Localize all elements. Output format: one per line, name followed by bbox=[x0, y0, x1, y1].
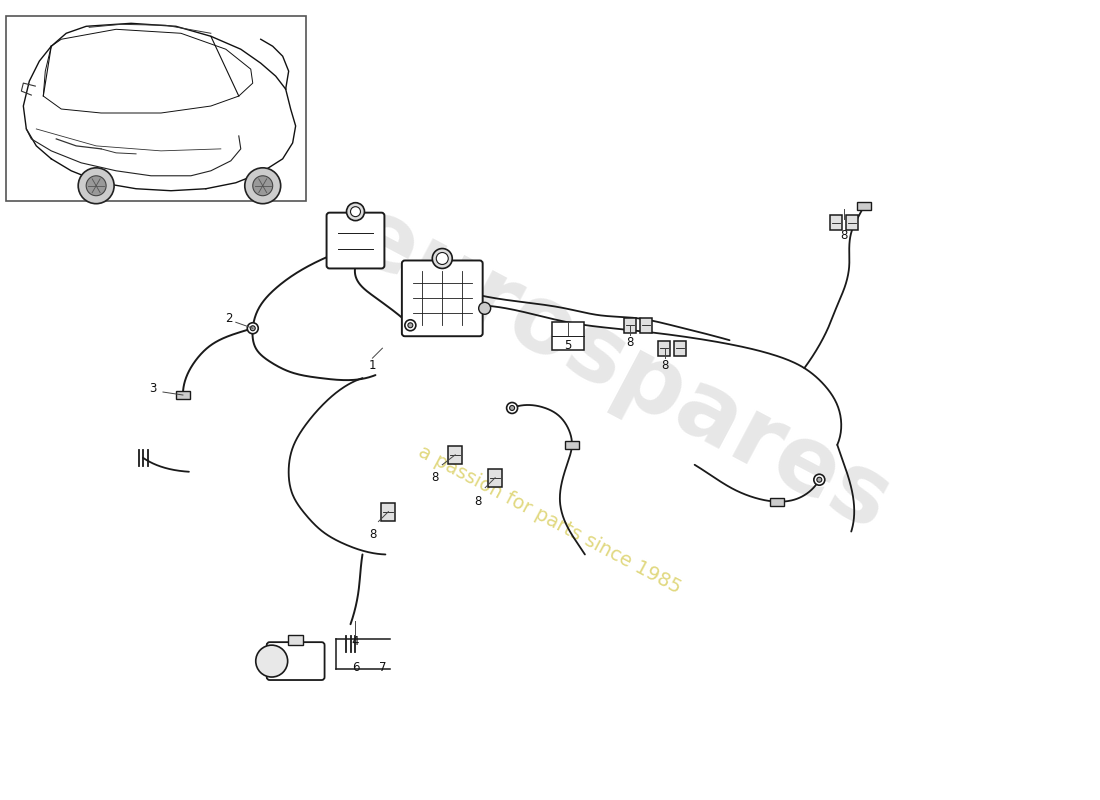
Text: eurospares: eurospares bbox=[334, 190, 905, 551]
Bar bbox=[857, 202, 871, 210]
Text: 1: 1 bbox=[368, 358, 376, 372]
Circle shape bbox=[432, 249, 452, 269]
FancyBboxPatch shape bbox=[327, 213, 384, 269]
Bar bbox=[624, 318, 636, 333]
Text: 8: 8 bbox=[368, 528, 376, 541]
Bar bbox=[770, 498, 784, 506]
Bar bbox=[382, 502, 395, 521]
Text: 5: 5 bbox=[564, 338, 572, 352]
Circle shape bbox=[509, 406, 515, 410]
Bar bbox=[846, 215, 858, 230]
Circle shape bbox=[253, 176, 273, 196]
Circle shape bbox=[437, 253, 449, 265]
Circle shape bbox=[478, 302, 491, 314]
Circle shape bbox=[346, 202, 364, 221]
Circle shape bbox=[817, 478, 822, 482]
Circle shape bbox=[405, 320, 416, 330]
Text: 6: 6 bbox=[352, 661, 360, 674]
Circle shape bbox=[78, 168, 114, 204]
Text: a passion for parts since 1985: a passion for parts since 1985 bbox=[416, 442, 684, 597]
Text: 8: 8 bbox=[431, 471, 439, 484]
Bar bbox=[552, 322, 584, 350]
Circle shape bbox=[408, 322, 412, 328]
Bar bbox=[830, 215, 843, 230]
Bar bbox=[565, 441, 579, 449]
Text: 7: 7 bbox=[378, 661, 386, 674]
FancyBboxPatch shape bbox=[402, 261, 483, 336]
Circle shape bbox=[248, 322, 258, 334]
Bar bbox=[7, 16, 306, 201]
Bar bbox=[176, 391, 190, 399]
Text: 8: 8 bbox=[661, 358, 669, 372]
Bar bbox=[673, 341, 685, 356]
Text: 8: 8 bbox=[840, 229, 848, 242]
Text: 3: 3 bbox=[150, 382, 156, 394]
Circle shape bbox=[255, 645, 288, 677]
Bar bbox=[288, 635, 304, 645]
FancyBboxPatch shape bbox=[266, 642, 324, 680]
Circle shape bbox=[86, 176, 106, 196]
Circle shape bbox=[507, 402, 518, 414]
Text: 2: 2 bbox=[226, 312, 232, 325]
Bar bbox=[640, 318, 651, 333]
Circle shape bbox=[245, 168, 280, 204]
Bar bbox=[658, 341, 670, 356]
Text: 4: 4 bbox=[352, 634, 360, 648]
Circle shape bbox=[351, 206, 361, 217]
Bar bbox=[488, 469, 502, 486]
Bar bbox=[449, 446, 462, 464]
Circle shape bbox=[814, 474, 825, 486]
Circle shape bbox=[251, 326, 255, 330]
Text: 8: 8 bbox=[626, 336, 634, 349]
Text: 8: 8 bbox=[474, 495, 482, 508]
